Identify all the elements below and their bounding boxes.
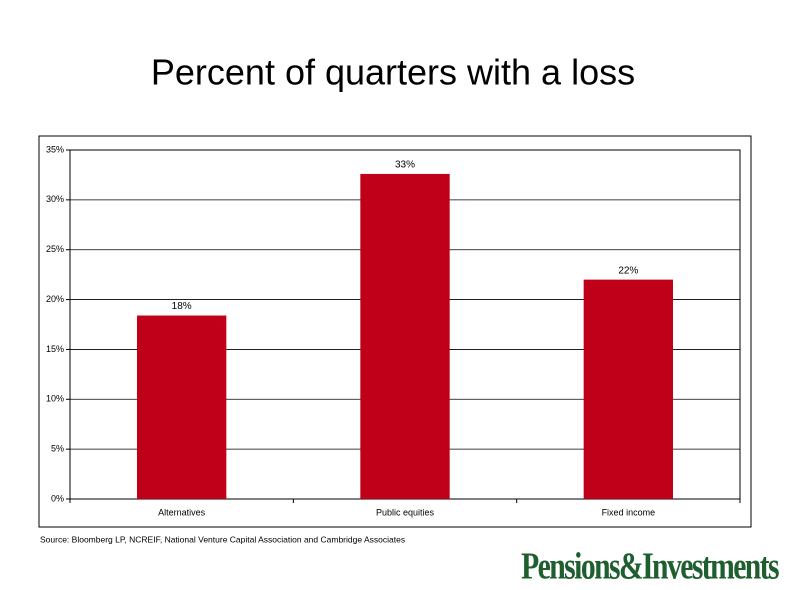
- bar: [137, 315, 227, 499]
- y-tick-label: 25%: [46, 244, 64, 254]
- y-tick-label: 10%: [46, 394, 64, 404]
- y-tick-label: 0%: [51, 493, 64, 503]
- y-tick-label: 5%: [51, 444, 64, 454]
- source-note: Source: Bloomberg LP, NCREIF, National V…: [40, 534, 405, 544]
- value-label: 22%: [618, 265, 638, 276]
- y-tick-label: 20%: [46, 294, 64, 304]
- y-tick-label: 30%: [46, 194, 64, 204]
- bar: [360, 173, 450, 499]
- value-label: 33%: [395, 160, 415, 171]
- x-tick-label: Fixed income: [602, 507, 656, 517]
- chart-frame: [38, 135, 752, 528]
- chart-title: Percent of quarters with a loss: [151, 52, 635, 93]
- x-tick-label: Alternatives: [158, 507, 206, 517]
- bar: [583, 279, 673, 499]
- y-tick-label: 35%: [46, 144, 64, 154]
- y-tick-label: 15%: [46, 344, 64, 354]
- brand-logo: Pensions&Investments: [521, 546, 779, 587]
- x-tick-label: Public equities: [376, 507, 435, 517]
- value-label: 18%: [172, 301, 192, 312]
